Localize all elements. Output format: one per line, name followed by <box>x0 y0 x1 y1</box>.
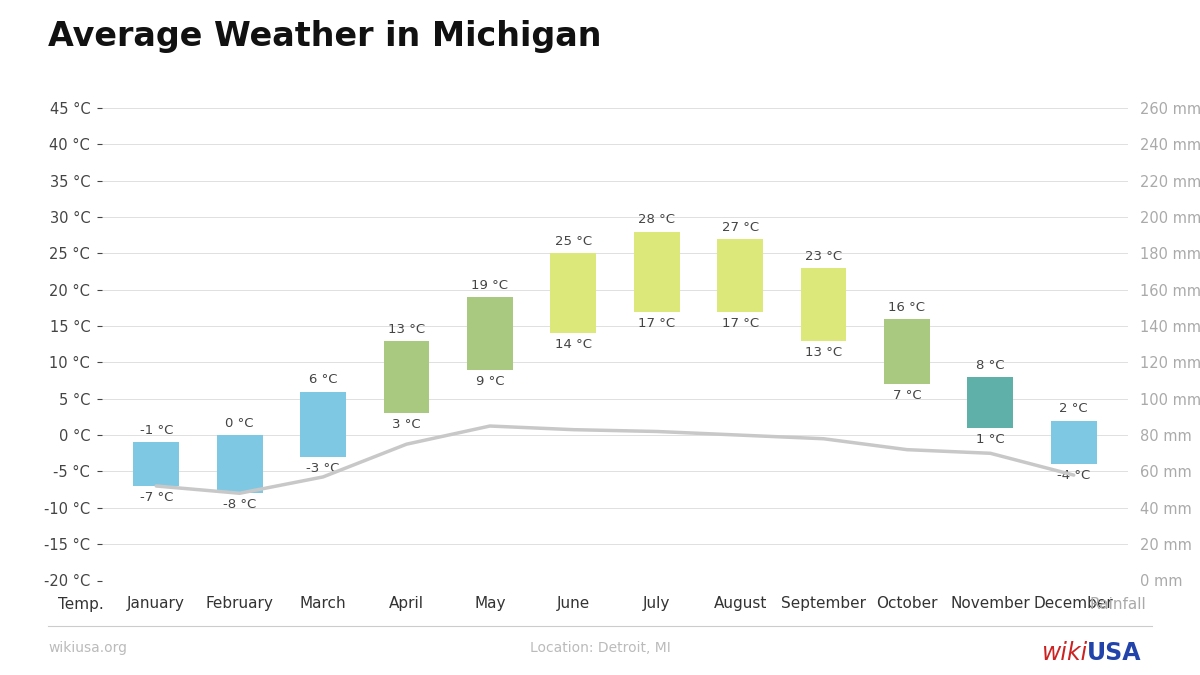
Bar <box>967 377 1013 428</box>
Bar <box>133 442 179 486</box>
Text: 13 °C: 13 °C <box>388 323 425 335</box>
Text: wikiusa.org: wikiusa.org <box>48 641 127 655</box>
Text: Temp.: Temp. <box>58 597 103 612</box>
Bar <box>551 253 596 333</box>
Bar <box>384 341 430 413</box>
Text: -4 °C: -4 °C <box>1057 469 1091 482</box>
Text: Rainfall: Rainfall <box>1090 597 1146 612</box>
Text: 17 °C: 17 °C <box>638 317 676 329</box>
Text: 16 °C: 16 °C <box>888 301 925 314</box>
Text: 28 °C: 28 °C <box>638 213 676 227</box>
Text: 14 °C: 14 °C <box>554 338 592 352</box>
Text: 6 °C: 6 °C <box>308 373 337 386</box>
Bar <box>217 435 263 493</box>
Text: -8 °C: -8 °C <box>223 498 257 512</box>
Text: USA: USA <box>1087 641 1141 666</box>
Text: -3 °C: -3 °C <box>306 462 340 475</box>
Text: 3 °C: 3 °C <box>392 418 421 431</box>
Text: -1 °C: -1 °C <box>139 425 173 437</box>
Text: 7 °C: 7 °C <box>893 389 922 402</box>
Text: 8 °C: 8 °C <box>976 359 1004 372</box>
Text: Average Weather in Michigan: Average Weather in Michigan <box>48 20 601 53</box>
Text: 17 °C: 17 °C <box>721 317 758 329</box>
Text: 0 °C: 0 °C <box>226 417 254 430</box>
Text: 9 °C: 9 °C <box>475 375 504 387</box>
Bar <box>1051 421 1097 464</box>
Bar <box>884 319 930 384</box>
Text: 13 °C: 13 °C <box>805 346 842 358</box>
Text: 23 °C: 23 °C <box>805 250 842 263</box>
Bar <box>467 297 512 370</box>
Text: 27 °C: 27 °C <box>721 221 758 234</box>
Bar <box>300 392 346 457</box>
Text: -7 °C: -7 °C <box>139 491 173 504</box>
Text: Location: Detroit, MI: Location: Detroit, MI <box>529 641 671 655</box>
Text: 25 °C: 25 °C <box>554 236 592 248</box>
Text: 2 °C: 2 °C <box>1060 402 1088 416</box>
Bar <box>634 232 679 312</box>
Bar <box>718 239 763 312</box>
Text: wiki: wiki <box>1042 641 1088 666</box>
Text: 1 °C: 1 °C <box>976 433 1004 446</box>
Bar <box>800 268 846 341</box>
Text: 19 °C: 19 °C <box>472 279 509 292</box>
